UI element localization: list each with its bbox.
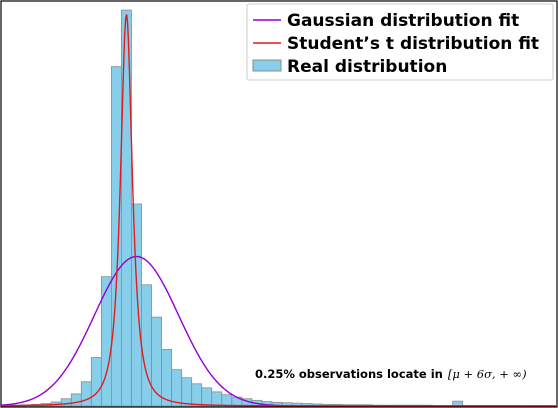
histogram-bar-22: [221, 394, 233, 407]
histogram-bar-19: [191, 383, 203, 407]
tail-annotation-interval: [μ + 6σ, + ∞): [448, 367, 527, 381]
legend-gaussian-label: Gaussian distribution fit: [287, 11, 519, 31]
legend-box: [246, 3, 554, 81]
histogram-bar-6: [60, 398, 72, 407]
histogram-bar-13: [131, 203, 142, 407]
histogram-bar-20: [201, 387, 213, 407]
histogram-bars: [0, 9, 524, 407]
legend-real-label: Real distribution: [287, 57, 447, 77]
tail-annotation: 0.25% observations locate in [μ + 6σ, + ∞…: [255, 367, 527, 381]
legend-student-t-label: Student’s t distribution fit: [287, 34, 539, 54]
tail-annotation-text: 0.25% observations locate in: [255, 367, 443, 381]
student-t-fit-curve: [1, 14, 556, 407]
fit-curves: [1, 14, 556, 407]
legend: Gaussian distribution fit Student’s t di…: [246, 3, 554, 81]
histogram-bar-7: [70, 393, 82, 407]
histogram-bar-8: [80, 381, 92, 407]
histogram-bar-14: [141, 284, 152, 407]
histogram-bar-21: [211, 391, 223, 407]
legend-real-patch: [252, 59, 282, 72]
histogram-bar-17: [171, 369, 183, 407]
histogram-bar-9: [90, 357, 102, 407]
histogram-bar-11: [110, 66, 122, 407]
histogram-bar-18: [181, 377, 193, 407]
